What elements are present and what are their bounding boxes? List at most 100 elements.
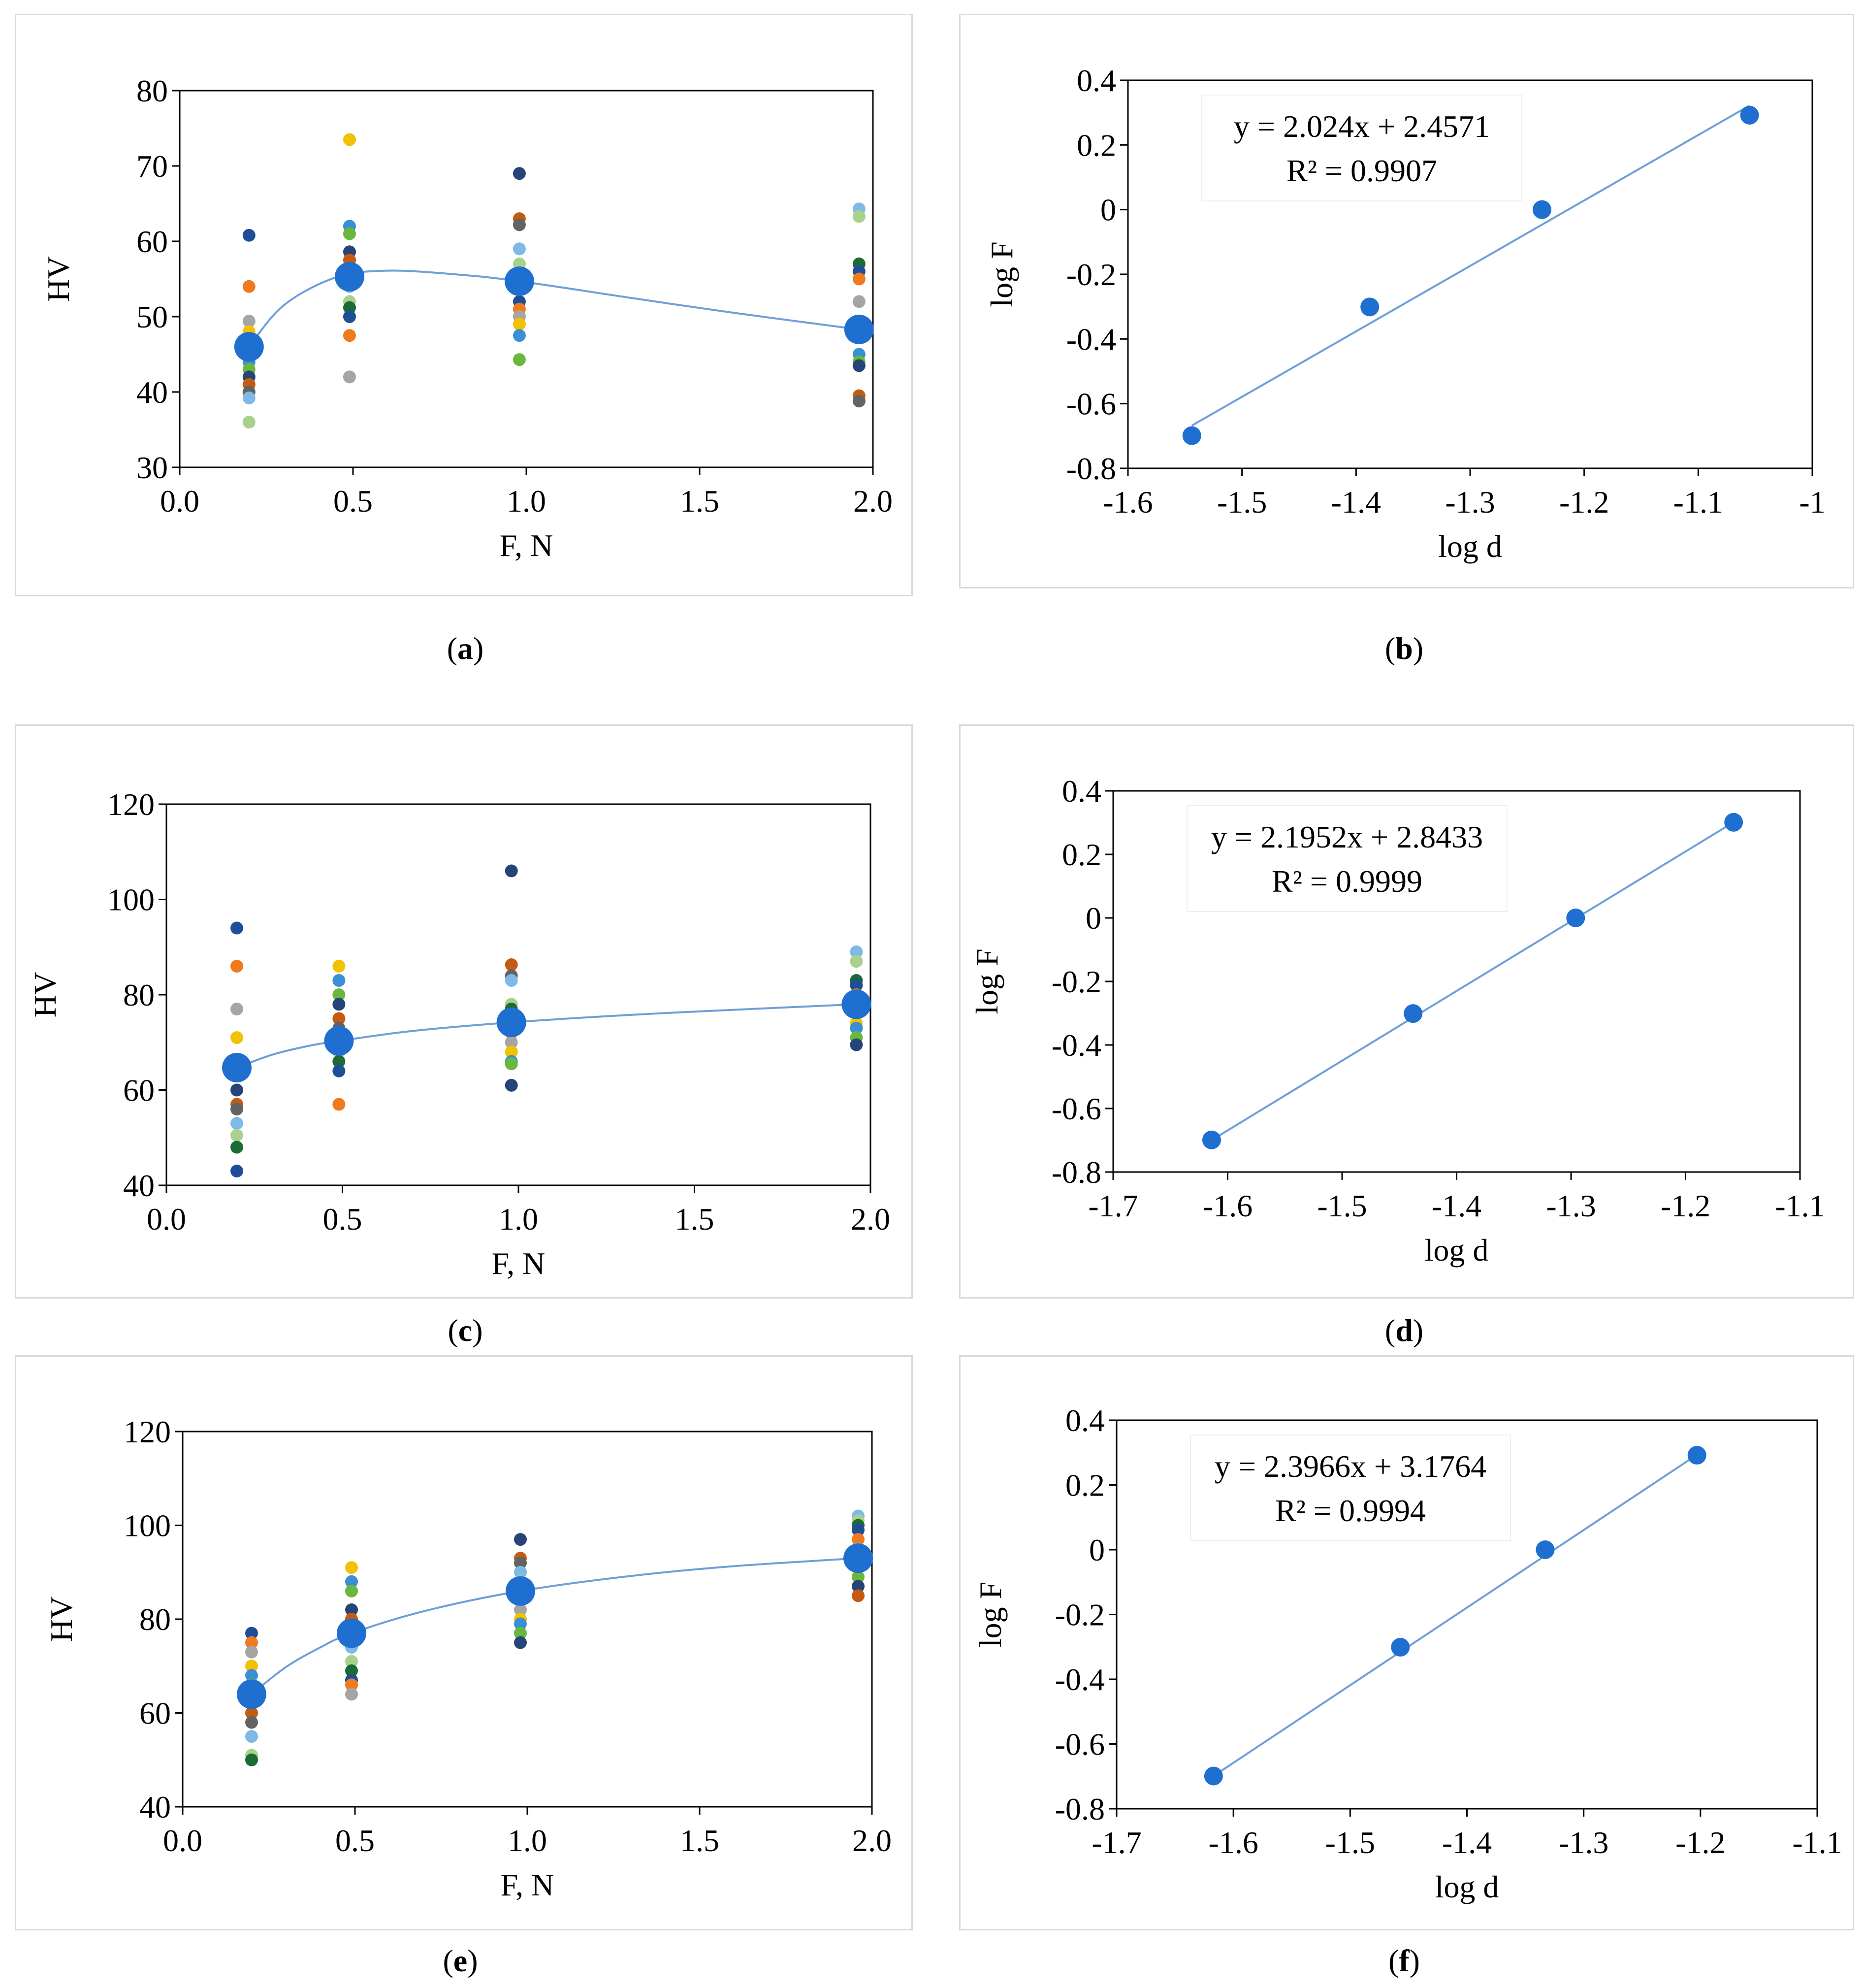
y-tick-label-a-1: 40 [136,375,168,410]
y-axis-label-f: log F [973,1582,1008,1647]
measurement-point-c-0-1 [230,959,243,973]
measurement-point-a-2-0 [513,167,526,180]
y-tick-label-a-3: 60 [136,224,168,259]
x-tick-label-f-5: -1.2 [1675,1825,1725,1860]
r2-label-d: R² = 0.9999 [1272,864,1422,899]
data-point-b-3 [1740,105,1759,125]
measurement-point-e-0-8 [245,1716,258,1729]
x-axis-label-f: log d [1435,1869,1499,1904]
measurement-point-a-3-4 [852,272,866,286]
caption-d: (d) [1384,1313,1424,1348]
mean-point-c-1 [324,1026,354,1056]
mean-point-e-3 [843,1543,873,1573]
measurement-point-c-1-4 [332,1012,346,1025]
y-tick-label-d-2: -0.4 [1052,1028,1101,1063]
data-point-f-1 [1391,1637,1410,1657]
measurement-point-c-0-8 [230,1103,243,1116]
y-axis-label-b: log F [984,241,1019,307]
fit-line-d [1211,821,1735,1141]
y-tick-label-d-0: -0.8 [1052,1155,1101,1190]
measurement-point-a-0-1 [242,280,256,293]
fit-line-b [1191,104,1750,427]
x-tick-label-f-4: -1.3 [1559,1825,1608,1860]
chart-c-svg: 0.0 0.5 1.0 1.5 2.0 40 60 80 100 120 F, N HV [28,787,890,1281]
y-tick-label-c-3: 100 [107,882,155,917]
measurement-point-c-0-12 [230,1164,243,1177]
measurement-point-a-1-9 [343,310,356,323]
equation-box-f [1190,1434,1511,1541]
y-tick-label-c-4: 120 [107,787,155,822]
chart-f-svg: -1.7 -1.6 -1.5 -1.4 -1.3 -1.2 -1.1 -0.8 -0.6 -0.4… [973,1403,1842,1904]
measurement-point-e-0-1 [245,1636,258,1649]
measurement-point-c-2-8 [505,1036,518,1049]
measurement-point-a-3-9 [852,359,866,372]
mean-point-e-2 [506,1576,535,1606]
measurement-point-e-0-2 [245,1645,258,1659]
measurement-point-a-1-11 [343,370,356,384]
chart-e-svg: 0.0 0.5 1.0 1.5 2.0 40 60 80 100 120 F, N HV [44,1414,892,1902]
x-tick-label-d-6: -1.1 [1775,1188,1825,1223]
measurement-point-a-2-11 [513,353,526,366]
y-tick-label-e-1: 60 [139,1696,171,1731]
measurement-point-c-3-9 [850,1038,863,1051]
measurement-point-a-1-0 [343,133,356,146]
chart-a-svg: 0.0 0.5 1.0 1.5 2.0 30 40 50 60 70 80 F, N HV [41,73,893,563]
x-axis-label-d: log d [1425,1233,1489,1268]
y-tick-label-f-5: 0.2 [1065,1468,1105,1503]
x-tick-label-e-1: 0.5 [335,1823,375,1858]
measurement-point-c-3-7 [850,1021,863,1035]
mean-point-e-1 [337,1618,366,1648]
y-tick-label-a-4: 70 [136,149,168,184]
measurement-point-e-1-11 [345,1688,358,1701]
y-tick-label-b-4: 0 [1100,193,1116,228]
y-tick-label-a-0: 30 [136,450,168,485]
caption-c-letter: c [458,1313,473,1348]
measurement-point-e-3-8 [852,1570,865,1584]
x-tick-label-e-3: 1.5 [680,1823,719,1858]
chart-panel-e: 0.0 0.5 1.0 1.5 2.0 40 60 80 100 120 F, N HV [15,1355,913,1930]
measurement-point-c-3-1 [850,955,863,968]
y-tick-label-f-4: 0 [1089,1532,1105,1567]
y-tick-label-d-3: -0.2 [1052,964,1101,999]
x-tick-label-f-0: -1.7 [1092,1825,1141,1860]
x-tick-label-d-2: -1.5 [1317,1188,1367,1223]
x-tick-label-b-2: -1.4 [1331,485,1381,520]
measurement-point-a-2-3 [513,242,526,256]
mean-point-c-2 [496,1008,526,1038]
x-tick-label-d-1: -1.6 [1203,1188,1253,1223]
x-tick-label-b-5: -1.1 [1673,485,1723,520]
measurement-point-c-1-9 [332,1064,346,1077]
y-tick-label-e-3: 100 [124,1508,171,1543]
measurement-point-e-2-11 [514,1627,527,1640]
measurement-point-e-0-7 [245,1706,258,1720]
y-axis-label-e: HV [44,1597,79,1642]
x-tick-label-a-4: 2.0 [853,484,893,519]
x-axis-label-b: log d [1438,529,1502,564]
r2-label-b: R² = 0.9907 [1286,153,1437,188]
measurement-point-c-1-2 [332,988,346,1001]
chart-d-svg: -1.7 -1.6 -1.5 -1.4 -1.3 -1.2 -1.1 -0.8 -0.6 -0.4… [969,774,1825,1268]
data-point-b-2 [1532,200,1551,219]
y-tick-label-e-4: 120 [124,1414,171,1449]
mean-point-a-3 [844,315,874,345]
mean-point-c-3 [841,989,871,1019]
y-tick-label-d-6: 0.4 [1062,774,1101,809]
measurement-point-c-2-0 [505,864,518,878]
chart-b-svg: -1.6 -1.5 -1.4 -1.3 -1.2 -1.1 -1 -0.8 -0.6 -0.4 -0… [984,63,1826,564]
caption-a: (a) [447,631,484,666]
x-tick-label-f-6: -1.1 [1792,1825,1842,1860]
measurement-point-c-1-10 [332,1098,346,1111]
trend-line-c [236,1003,857,1069]
mean-point-a-1 [334,261,364,292]
caption-f: (f) [1388,1943,1420,1978]
x-tick-label-d-5: -1.2 [1661,1188,1710,1223]
plot-area-c [165,803,871,1186]
x-tick-label-e-2: 1.0 [508,1823,547,1858]
y-tick-label-d-4: 0 [1086,901,1101,936]
measurement-point-c-2-1 [505,958,518,972]
y-tick-label-e-2: 80 [139,1602,171,1637]
measurement-point-e-1-10 [345,1678,358,1692]
measurement-point-c-2-11 [505,1057,518,1071]
measurement-point-c-2-9 [505,1045,518,1059]
measurement-point-c-0-9 [230,1117,243,1130]
